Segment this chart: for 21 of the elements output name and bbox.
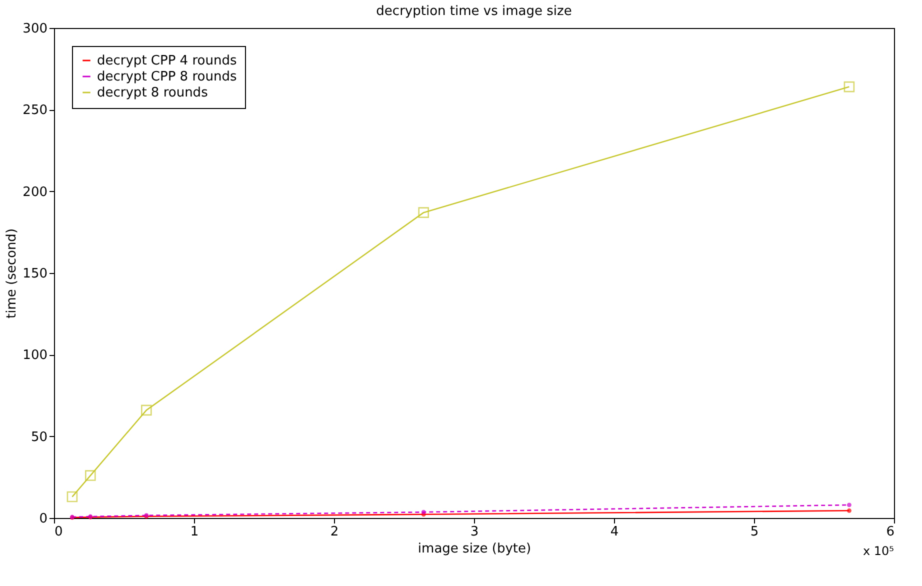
chart-title: decryption time vs image size bbox=[376, 4, 572, 19]
y-tick-label: 0 bbox=[39, 512, 48, 526]
x-axis-title: image size (byte) bbox=[418, 542, 532, 556]
y-axis-title: time (second) bbox=[4, 228, 20, 319]
y-tick-label: 150 bbox=[22, 266, 48, 282]
x-tick-label: 1 bbox=[190, 524, 199, 540]
x-tick-label: 2 bbox=[330, 524, 339, 540]
x-tick-label: 0 bbox=[54, 524, 63, 540]
legend-label: decrypt CPP 4 rounds bbox=[97, 54, 237, 68]
x-tick-label: 3 bbox=[470, 524, 479, 540]
legend-label: decrypt CPP 8 rounds bbox=[97, 70, 237, 84]
y-tick-label: 100 bbox=[22, 348, 48, 364]
x-tick-label: 6 bbox=[886, 524, 894, 540]
x-tick-label: 4 bbox=[610, 524, 619, 540]
text: x 10⁵ bbox=[863, 544, 894, 558]
y-tick-label: 250 bbox=[22, 103, 48, 118]
y-tick-label: 50 bbox=[30, 430, 48, 445]
x-tick-label: 5 bbox=[750, 524, 759, 540]
y-tick-label: 200 bbox=[22, 184, 48, 200]
legend-label: decrypt 8 rounds bbox=[97, 86, 208, 100]
y-tick-label: 300 bbox=[22, 22, 48, 36]
